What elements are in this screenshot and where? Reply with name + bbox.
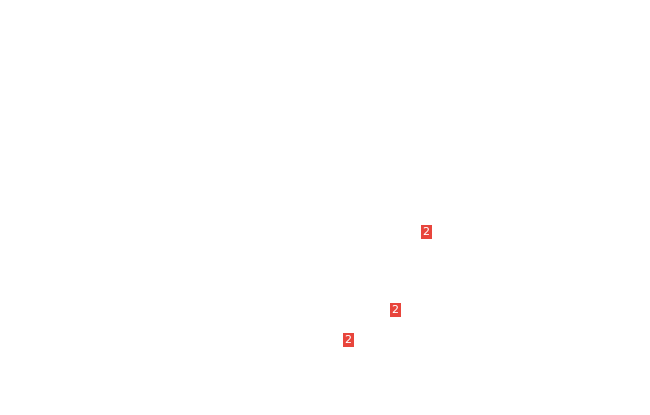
count-badge: 2	[390, 303, 401, 317]
count-badge: 2	[343, 333, 354, 347]
count-badge: 2	[421, 225, 432, 239]
